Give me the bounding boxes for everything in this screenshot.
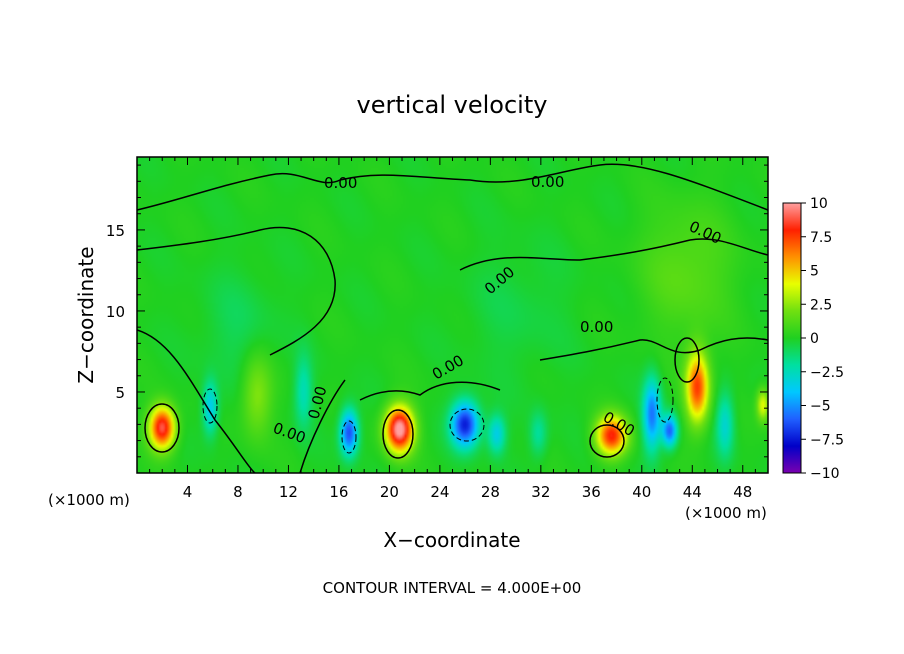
x-tick-label: 4 (183, 483, 193, 501)
y-axis-ticks: 5 10 15 (106, 164, 768, 458)
contour-zero-mid (137, 226, 768, 356)
x-tick-label: 32 (531, 483, 550, 501)
x-axis-ticks: 4 8 12 16 20 24 28 32 36 40 44 48 (149, 157, 756, 501)
colorbar-tick-label: −2.5 (810, 365, 844, 381)
contour-interval-note: CONTOUR INTERVAL = 4.000E+00 (323, 579, 582, 597)
x-unit-label-right: (×1000 m) (685, 504, 767, 522)
colorbar-ticks: 10 7.5 5 2.5 0 −2.5 −5 −7.5 −10 (801, 196, 844, 482)
contour-neg-d (656, 377, 674, 423)
colorbar-tick-label: −10 (810, 466, 840, 482)
contour-neg-a (202, 388, 218, 424)
x-tick-label: 16 (329, 483, 348, 501)
colorbar-tick-label: −5 (810, 399, 831, 415)
contour-peak-left (144, 403, 180, 453)
contour-neg-b (341, 420, 357, 454)
colorbar-tick-label: 0 (810, 331, 819, 347)
x-axis-label: X−coordinate (383, 528, 520, 552)
velocity-field (137, 157, 768, 473)
x-tick-label: 20 (380, 483, 399, 501)
contour-peak-center (382, 409, 414, 459)
x-tick-label: 40 (632, 483, 651, 501)
y-tick-label: 10 (106, 303, 125, 321)
y-axis-label: Z−coordinate (74, 246, 98, 383)
x-tick-label: 28 (481, 483, 500, 501)
plot-area: 0.00 0.00 0.00 0.00 0.00 0.00 0.00 0.00 … (106, 156, 769, 501)
contour-zero-upper (137, 163, 768, 211)
contour-lines (137, 163, 768, 473)
colorbar-tick-label: 10 (810, 196, 828, 212)
colorbar-tick-label: −7.5 (810, 432, 844, 448)
y-tick-label: 5 (115, 384, 125, 402)
colorbar: 10 7.5 5 2.5 0 −2.5 −5 −7.5 −10 (782, 196, 844, 482)
colorbar-tick-label: 2.5 (810, 297, 832, 313)
y-tick-label: 15 (106, 222, 125, 240)
x-tick-label: 12 (279, 483, 298, 501)
contour-peak-upper-right (674, 337, 700, 383)
x-tick-label: 24 (430, 483, 449, 501)
contour-label: 0.00 (324, 174, 357, 192)
chart-title: vertical velocity (357, 91, 548, 119)
x-tick-label: 44 (683, 483, 702, 501)
x-tick-label: 36 (582, 483, 601, 501)
x-tick-label: 8 (233, 483, 243, 501)
contour-label: 0.00 (580, 318, 613, 336)
colorbar-tick-label: 5 (810, 264, 819, 280)
contour-zero-lower (137, 329, 768, 473)
contour-label: 0.00 (531, 173, 564, 191)
colorbar-tick-label: 7.5 (810, 230, 832, 246)
contour-neg-c (449, 408, 485, 442)
colorbar-fill (783, 203, 801, 473)
contour-peak-right (589, 424, 625, 458)
x-unit-label: (×1000 m) (48, 491, 130, 509)
x-tick-label: 48 (733, 483, 752, 501)
